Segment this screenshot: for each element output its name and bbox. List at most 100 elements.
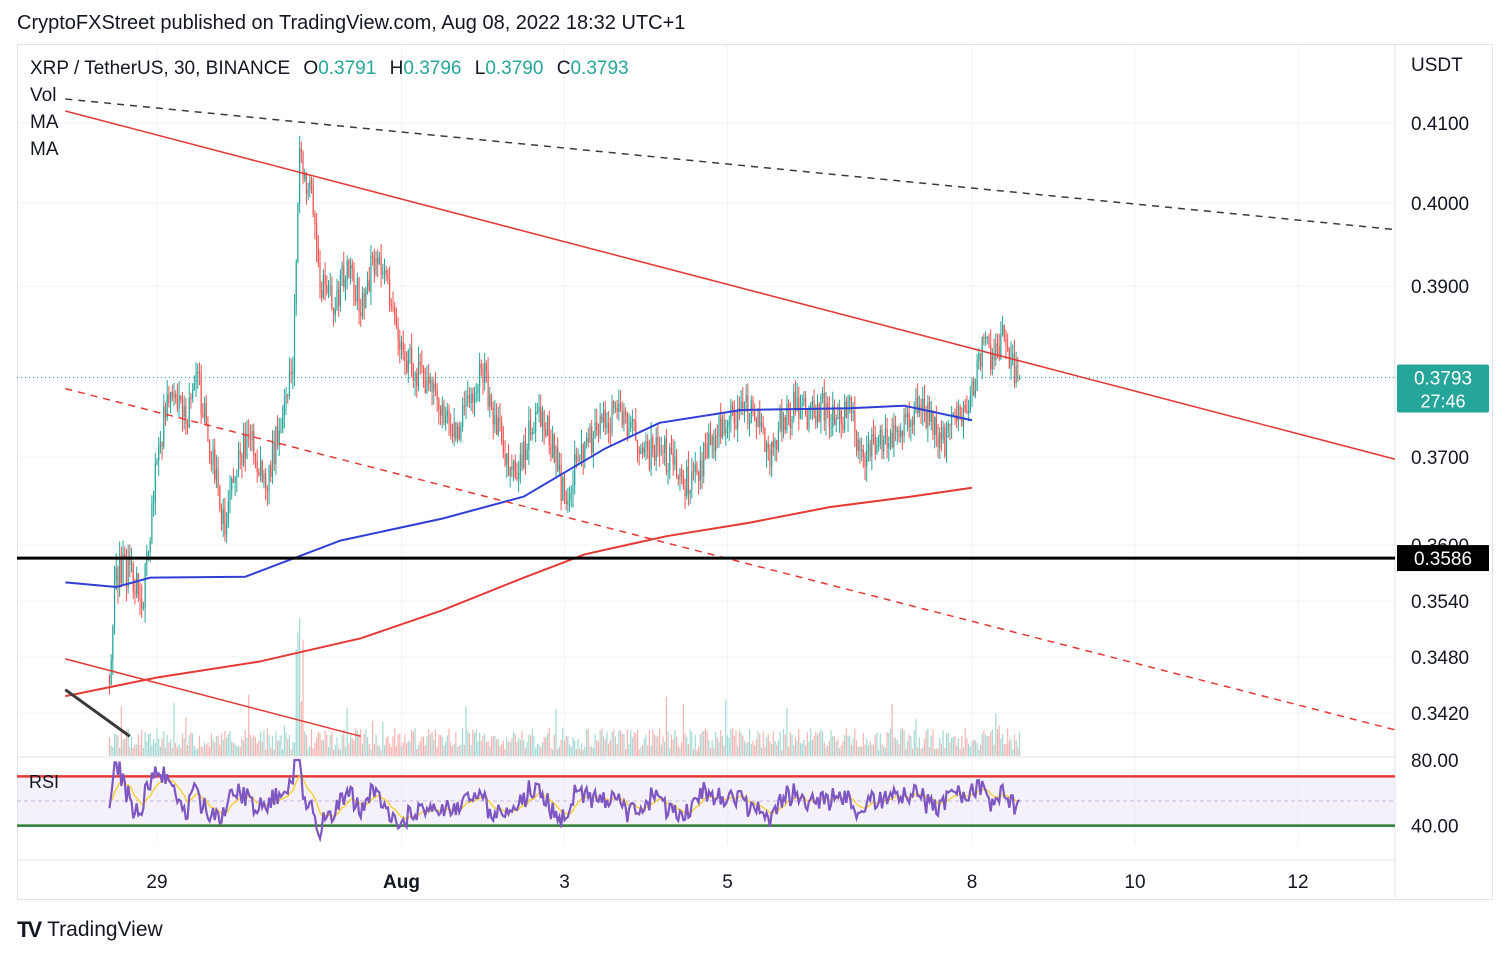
volume-bar <box>1015 739 1017 756</box>
candle-body <box>701 460 703 477</box>
candle-body <box>947 423 949 431</box>
candle-body <box>665 438 667 473</box>
volume-bar <box>730 729 732 756</box>
candle-body <box>324 274 326 286</box>
candle-body <box>777 429 780 450</box>
candle-body <box>855 431 858 452</box>
candle-body <box>653 452 656 462</box>
indicator-ma-2[interactable]: MA <box>30 139 59 160</box>
volume-bar <box>854 728 856 756</box>
candle-body <box>888 443 890 449</box>
volume-bar <box>181 733 184 756</box>
volume-bar <box>723 745 725 756</box>
volume-bar <box>582 749 584 756</box>
rsi-label[interactable]: RSI <box>29 772 60 792</box>
volume-bar <box>755 738 757 756</box>
volume-bar <box>628 744 630 756</box>
candle-body <box>876 444 878 454</box>
candle-body <box>385 270 387 275</box>
candle-body <box>568 494 571 501</box>
volume-bar <box>786 707 788 756</box>
candle-body <box>718 416 720 437</box>
candle-body <box>119 555 121 588</box>
volume-bar <box>760 747 763 756</box>
volume-bar <box>613 729 615 756</box>
volume-bar <box>419 740 421 756</box>
candle-body <box>346 259 348 280</box>
candle-body <box>934 416 936 435</box>
volume-bar <box>197 748 199 756</box>
volume-bar <box>677 745 679 756</box>
volume-bar <box>524 747 527 756</box>
time-axis: 29 Aug 3 5 8 10 12 <box>146 872 1308 893</box>
candle-body <box>441 404 443 416</box>
candle-body <box>127 556 129 588</box>
indicator-ma-1[interactable]: MA <box>30 112 59 133</box>
candle-body <box>504 454 506 465</box>
volume-bar <box>611 732 613 756</box>
candle-body <box>647 441 649 452</box>
candle-body <box>652 436 654 453</box>
volume-bar <box>343 730 345 756</box>
candle-body <box>314 214 316 225</box>
candle-body <box>511 466 513 471</box>
volume-bar <box>810 728 812 756</box>
volume-bar <box>400 746 403 756</box>
volume-bar <box>643 738 645 756</box>
volume-bar <box>861 746 863 756</box>
volume-bar <box>237 746 240 756</box>
candle-body <box>302 152 304 179</box>
volume-bar <box>623 734 625 756</box>
indicator-vol[interactable]: Vol <box>30 85 57 106</box>
volume-bar <box>706 731 708 756</box>
volume-bar <box>278 740 280 756</box>
volume-bar <box>494 736 496 756</box>
candle-body <box>263 473 265 482</box>
candle-body <box>523 440 525 468</box>
volume-bar <box>460 744 462 756</box>
volume-bar <box>516 741 518 756</box>
volume-bar <box>579 748 581 756</box>
volume-bar <box>715 731 717 756</box>
candle-body <box>725 429 727 434</box>
volume-bar <box>647 745 649 756</box>
candle-body <box>502 440 504 455</box>
candle-body <box>944 426 946 456</box>
volume-bar <box>183 737 185 756</box>
candle-body <box>1013 354 1016 384</box>
volume-bar <box>295 649 297 756</box>
candle-body <box>417 361 420 387</box>
volume-bar <box>495 739 498 756</box>
candle-body <box>198 371 201 374</box>
volume-bar <box>297 632 299 756</box>
candle-body <box>715 435 717 451</box>
candle-body <box>501 422 503 441</box>
candle-body <box>762 422 764 429</box>
candle-body <box>596 422 598 431</box>
volume-bar <box>811 740 813 756</box>
y-tick-label: 0.3420 <box>1411 704 1469 725</box>
candle-body <box>879 429 881 445</box>
volume-bar <box>489 746 491 756</box>
volume-bar <box>698 746 700 756</box>
candle-body <box>574 454 576 486</box>
brand-name: TradingView <box>47 918 163 941</box>
volume-bar <box>429 734 431 756</box>
candle-body <box>625 411 627 415</box>
candle-body <box>407 350 409 373</box>
candle-body <box>265 473 267 489</box>
candle-body <box>271 442 274 477</box>
volume-bar <box>837 739 839 756</box>
candle-body <box>226 523 228 535</box>
candle-body <box>424 380 426 393</box>
volume-bar <box>913 730 915 756</box>
volume-bar <box>896 739 898 756</box>
volume-bar <box>242 740 245 756</box>
candle-body <box>185 406 187 424</box>
volume-bar <box>757 731 759 756</box>
volume-bar <box>142 747 145 756</box>
volume-bar <box>947 733 949 756</box>
candle-body <box>395 315 398 328</box>
volume-bar <box>528 734 530 756</box>
